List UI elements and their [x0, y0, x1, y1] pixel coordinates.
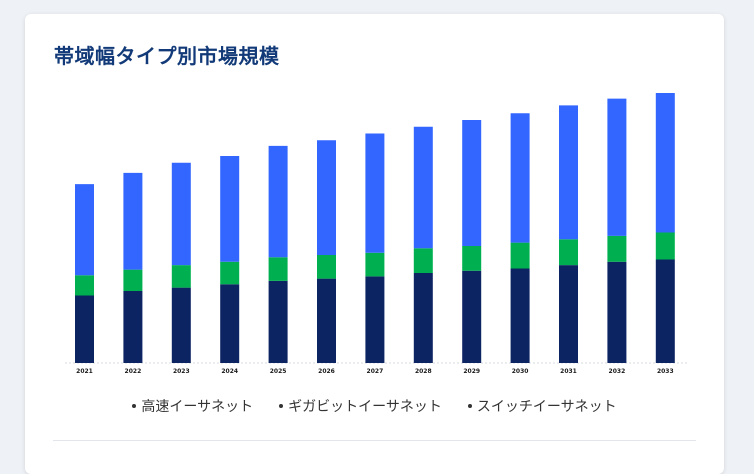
bar-segment-2030-series-1[interactable] [510, 242, 530, 269]
bar-segment-2030-series-0[interactable] [510, 268, 530, 364]
x-tick-label-2029: 2029 [463, 368, 480, 375]
legend-item-switch-ethernet[interactable]: スイッチイーサネット [467, 396, 617, 416]
bar-segment-2029-series-0[interactable] [462, 270, 482, 363]
bars-group [75, 93, 675, 364]
bar-segment-2031-series-0[interactable] [559, 265, 578, 364]
bar-segment-2023-series-2[interactable] [171, 162, 191, 266]
bar-segment-2023-series-1[interactable] [171, 265, 191, 288]
x-tick-label-2021: 2021 [76, 368, 93, 375]
x-tick-label-2032: 2032 [609, 368, 626, 375]
x-tick-label-2026: 2026 [318, 368, 335, 375]
bar-segment-2021-series-0[interactable] [75, 295, 94, 364]
bar-segment-2021-series-2[interactable] [75, 184, 94, 276]
bar-segment-2028-series-2[interactable] [413, 126, 433, 249]
legend: 高速イーサネット ギガビットイーサネット スイッチイーサネット [25, 396, 724, 416]
bar-segment-2033-series-2[interactable] [655, 93, 675, 233]
bar-segment-2025-series-1[interactable] [268, 257, 288, 281]
bar-segment-2024-series-2[interactable] [220, 156, 240, 262]
bar-segment-2031-series-1[interactable] [559, 239, 578, 266]
bar-segment-2028-series-0[interactable] [413, 273, 433, 363]
legend-item-gigabit-ethernet[interactable]: ギガビットイーサネット [279, 396, 442, 416]
bar-segment-2029-series-2[interactable] [462, 120, 482, 246]
bar-segment-2023-series-0[interactable] [171, 287, 191, 364]
x-tick-label-2024: 2024 [221, 368, 238, 375]
bar-segment-2021-series-1[interactable] [75, 275, 94, 296]
bar-segment-2027-series-0[interactable] [365, 276, 385, 364]
legend-bullet-icon [132, 404, 137, 408]
bar-segment-2032-series-2[interactable] [607, 98, 627, 236]
x-tick-labels: 2021 2022 2023 2024 2025 2026 2027 2028 2029 2030… [76, 368, 674, 375]
bar-segment-2027-series-1[interactable] [365, 252, 385, 277]
bar-segment-2032-series-0[interactable] [607, 261, 627, 363]
x-tick-label-2023: 2023 [173, 368, 190, 375]
bar-segment-2025-series-0[interactable] [268, 280, 288, 364]
bar-segment-2026-series-2[interactable] [317, 140, 336, 255]
chart-title: 帯域幅タイプ別市場規模 [54, 44, 280, 68]
bar-segment-2028-series-1[interactable] [413, 248, 433, 273]
legend-label: スイッチイーサネット [476, 399, 617, 415]
x-tick-label-2030: 2030 [512, 368, 529, 375]
x-tick-label-2031: 2031 [560, 368, 577, 375]
legend-label: 高速イーサネット [141, 399, 254, 415]
divider [53, 440, 696, 441]
legend-label: ギガビットイーサネット [288, 399, 442, 415]
x-tick-label-2033: 2033 [657, 368, 674, 375]
bar-segment-2033-series-1[interactable] [655, 232, 675, 260]
x-tick-label-2028: 2028 [415, 368, 432, 375]
bar-segment-2024-series-0[interactable] [220, 284, 240, 363]
x-tick-label-2025: 2025 [270, 368, 287, 375]
bar-segment-2022-series-0[interactable] [123, 291, 143, 363]
legend-bullet-icon [279, 404, 284, 408]
legend-bullet-icon [467, 404, 472, 408]
chart-card: 帯域幅タイプ別市場規模 2021 2022 2023 2024 2025 2026 2027… [25, 14, 724, 474]
bar-chart: 2021 2022 2023 2024 2025 2026 2027 2028 2029 2030… [65, 93, 689, 375]
bar-segment-2031-series-2[interactable] [559, 105, 578, 240]
bar-segment-2026-series-1[interactable] [317, 255, 336, 279]
bar-segment-2032-series-1[interactable] [607, 235, 627, 262]
bar-segment-2030-series-2[interactable] [510, 113, 530, 243]
bar-segment-2026-series-0[interactable] [317, 278, 336, 364]
x-tick-label-2022: 2022 [125, 368, 142, 375]
bar-segment-2022-series-1[interactable] [123, 269, 143, 292]
bar-segment-2027-series-2[interactable] [365, 133, 385, 253]
bar-segment-2024-series-1[interactable] [220, 261, 240, 285]
bar-segment-2029-series-1[interactable] [462, 246, 482, 271]
x-tick-label-2027: 2027 [367, 368, 384, 375]
bar-segment-2033-series-0[interactable] [655, 259, 675, 364]
legend-item-fast-ethernet[interactable]: 高速イーサネット [132, 396, 253, 416]
bar-segment-2022-series-2[interactable] [123, 172, 143, 270]
bar-segment-2025-series-2[interactable] [268, 145, 288, 258]
